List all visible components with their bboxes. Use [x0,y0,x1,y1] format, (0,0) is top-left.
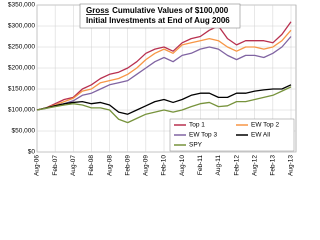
x-tick-label: Aug-07 [70,155,77,176]
x-tick-label: Aug-13 [288,155,295,176]
y-tick-label: $250,000 [8,44,35,51]
chart-title: Initial Investments at End of Aug 2006 [86,16,230,25]
y-tick-label: $300,000 [8,23,35,30]
x-tick-label: Feb-11 [197,155,204,175]
chart: $0 $50,000 $100,000 $150,000 $200,000 $250,00… [8,2,297,176]
y-tick-label: $200,000 [8,65,35,72]
x-tick-label: Aug-06 [34,155,41,176]
title-line: Cumulative Values of $100,000 [112,6,229,15]
y-tick-label: $0 [28,149,36,156]
legend-box [169,118,295,152]
x-tick-label: Feb-07 [52,155,59,176]
y-tick-label: $150,000 [8,86,35,93]
legend-label: EW Top 3 [189,132,217,139]
legend-label: Top 1 [189,122,205,129]
x-tick-label: Aug-12 [251,155,258,176]
x-tick-label: Aug-08 [106,155,113,176]
x-tick-label: Feb-08 [88,155,95,176]
x-tick-label: Feb-09 [124,155,131,176]
x-tick-label: Feb-13 [270,155,277,176]
series-line [36,86,292,124]
x-tick-label: Feb-10 [161,155,168,176]
series-line [36,36,292,111]
series-line [36,29,292,111]
y-tick-label: $100,000 [8,107,35,114]
y-tick-label: $50,000 [12,128,36,135]
legend-label: EW All [251,132,271,139]
x-tick-label: Aug-09 [143,155,150,176]
x-tick-label: Feb-12 [233,155,240,176]
title-emphasis: Gross [86,6,110,15]
x-tick-label: Aug-11 [215,155,222,176]
legend-label: EW Top 2 [251,122,279,129]
series-line [36,84,292,115]
title-box [79,3,241,29]
legend-label: SPY [189,142,203,149]
y-tick-label: $350,000 [8,2,35,9]
series-line [36,21,292,111]
chart-title: Gross Cumulative Values of $100,000 [86,6,229,15]
x-tick-label: Aug-10 [179,155,186,176]
